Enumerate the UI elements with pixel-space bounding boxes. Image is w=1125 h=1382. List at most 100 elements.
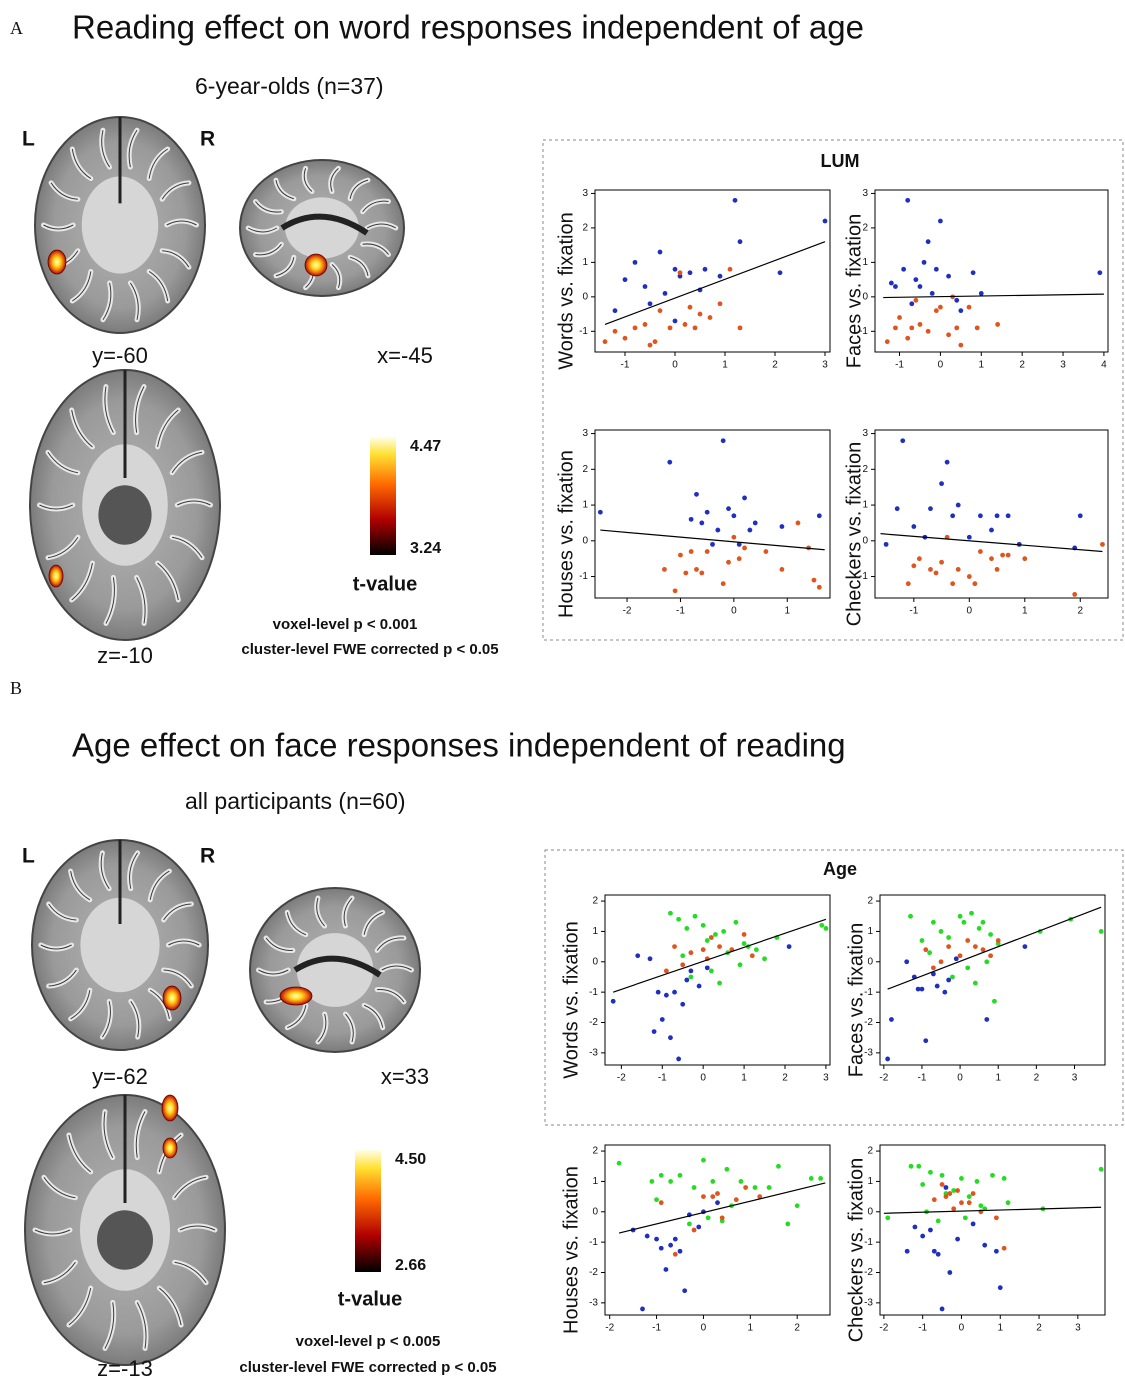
point <box>1097 270 1103 276</box>
point <box>816 513 822 519</box>
x-tick-label: 1 <box>995 1073 1001 1084</box>
point <box>993 1215 999 1221</box>
point <box>913 297 919 303</box>
point <box>602 339 608 345</box>
sulcus <box>71 148 92 179</box>
sulcus <box>377 989 405 1003</box>
brain-slice <box>31 839 209 1051</box>
point <box>951 1206 957 1212</box>
point <box>724 1166 730 1172</box>
point <box>612 328 618 334</box>
x-tick-label: 0 <box>731 606 737 617</box>
sulcus <box>68 1134 92 1173</box>
point <box>946 332 951 338</box>
x-tick-label: 1 <box>1022 606 1028 617</box>
point <box>676 1056 682 1062</box>
point <box>900 438 906 444</box>
sulcus <box>70 871 91 901</box>
point <box>972 581 978 587</box>
point <box>957 953 963 959</box>
point <box>931 1197 937 1203</box>
point <box>950 513 956 519</box>
x-tick-label: 0 <box>957 1073 963 1084</box>
point <box>726 559 731 565</box>
point <box>946 935 952 940</box>
sulcus <box>101 1001 111 1038</box>
point <box>897 315 902 320</box>
point <box>950 974 955 980</box>
point <box>688 974 694 980</box>
sulcus <box>129 852 139 889</box>
point <box>610 998 616 1004</box>
point <box>779 524 785 529</box>
point <box>966 574 972 579</box>
regression-line <box>883 1206 1102 1214</box>
point <box>749 953 755 959</box>
point <box>708 935 714 940</box>
point <box>818 1175 824 1181</box>
point <box>657 249 663 255</box>
point <box>717 301 723 307</box>
y-tick-label: 3 <box>862 188 868 199</box>
point <box>717 980 722 986</box>
sulcus <box>129 282 139 320</box>
point <box>696 1224 702 1230</box>
point <box>933 266 939 272</box>
activation-blob <box>47 249 67 275</box>
y-axis-label: Checkers vs. fixation <box>845 1158 867 1343</box>
sulcus <box>255 201 282 213</box>
y-axis-label: Faces vs. fixation <box>843 214 865 369</box>
x-tick-label: -1 <box>658 1073 667 1084</box>
point <box>811 577 817 583</box>
point <box>692 913 698 919</box>
point <box>908 913 913 919</box>
point <box>662 291 668 296</box>
point <box>737 325 743 331</box>
point <box>766 1185 772 1190</box>
y-tick-label: 1 <box>592 1176 598 1187</box>
plots-title: Age <box>823 859 857 879</box>
point <box>889 1017 894 1022</box>
point <box>710 1179 716 1184</box>
y-tick-label: 0 <box>582 291 588 302</box>
point <box>684 925 690 931</box>
point <box>958 342 964 348</box>
plot-frame <box>604 894 831 1066</box>
x-tick-label: 2 <box>1036 1323 1042 1334</box>
x-tick-label: -1 <box>917 1073 926 1084</box>
x-tick-label: 0 <box>701 1323 707 1334</box>
point <box>946 273 951 279</box>
point <box>1001 1175 1007 1181</box>
sulcus <box>48 903 77 921</box>
point <box>682 322 688 327</box>
point <box>816 584 822 590</box>
y-tick-label: 2 <box>862 223 868 234</box>
point <box>794 1203 800 1209</box>
x-tick-label: -1 <box>621 360 630 371</box>
point <box>692 325 698 331</box>
point <box>700 922 706 928</box>
point <box>649 1179 655 1184</box>
point <box>950 581 956 587</box>
point <box>911 524 917 529</box>
sulcus <box>104 386 114 433</box>
point <box>933 570 939 576</box>
point <box>953 956 959 962</box>
colorbar-label: t-value <box>338 1288 402 1310</box>
point <box>1077 513 1083 519</box>
point <box>884 339 890 345</box>
y-tick-label: -2 <box>589 1017 598 1028</box>
point <box>658 1245 664 1251</box>
y-tick-label: -2 <box>864 1267 873 1278</box>
sulcus <box>362 200 389 213</box>
x-tick-label: -1 <box>909 606 918 617</box>
regression-line <box>618 1182 826 1234</box>
brain-slice <box>24 1094 226 1366</box>
point <box>753 947 759 953</box>
point <box>688 549 694 554</box>
threshold-note: cluster-level FWE corrected p < 0.05 <box>241 641 498 658</box>
point <box>905 581 911 587</box>
point <box>923 1038 929 1044</box>
